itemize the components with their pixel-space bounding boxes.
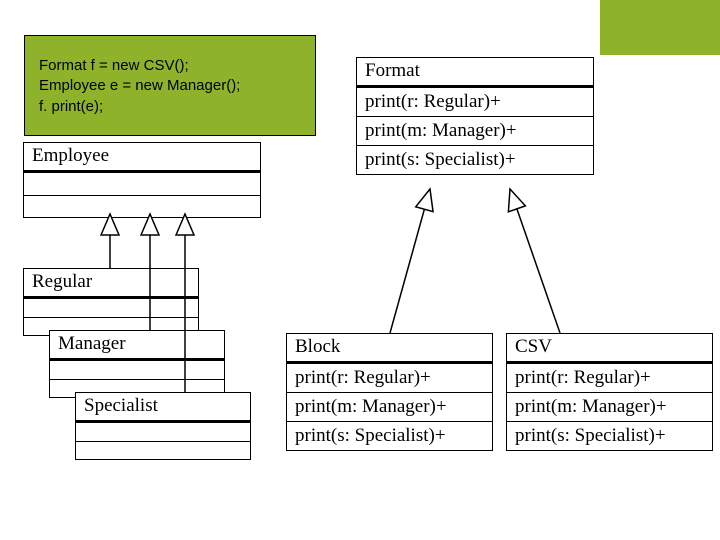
class-operation: print(r: Regular)+ — [507, 364, 712, 392]
class-name: CSV — [507, 334, 712, 364]
class-regular: Regular — [23, 268, 199, 336]
class-name: Specialist — [76, 393, 250, 423]
class-compartment — [24, 195, 260, 217]
class-operation: print(s: Specialist)+ — [357, 145, 593, 174]
class-block: Block print(r: Regular)+ print(m: Manage… — [286, 333, 493, 451]
class-operation: print(r: Regular)+ — [357, 88, 593, 116]
class-name: Employee — [24, 143, 260, 173]
class-compartment — [50, 361, 224, 379]
class-operation: print(s: Specialist)+ — [287, 421, 492, 450]
class-compartment — [24, 299, 198, 317]
class-name: Regular — [24, 269, 198, 299]
class-compartment — [24, 173, 260, 195]
class-compartment — [76, 423, 250, 441]
class-employee: Employee — [23, 142, 261, 218]
class-operation: print(m: Manager)+ — [357, 116, 593, 145]
class-operation: print(r: Regular)+ — [287, 364, 492, 392]
class-csv: CSV print(r: Regular)+ print(m: Manager)… — [506, 333, 713, 451]
class-operation: print(m: Manager)+ — [287, 392, 492, 421]
code-line: Employee e = new Manager(); — [39, 76, 301, 96]
class-name: Manager — [50, 331, 224, 361]
corner-accent — [600, 0, 720, 55]
class-name: Block — [287, 334, 492, 364]
class-operation: print(s: Specialist)+ — [507, 421, 712, 450]
class-format: Format print(r: Regular)+ print(m: Manag… — [356, 57, 594, 175]
class-operation: print(m: Manager)+ — [507, 392, 712, 421]
class-compartment — [76, 441, 250, 459]
class-specialist: Specialist — [75, 392, 251, 460]
class-manager: Manager — [49, 330, 225, 398]
code-snippet-box: Format f = new CSV(); Employee e = new M… — [24, 35, 316, 136]
code-line: f. print(e); — [39, 97, 301, 117]
class-name: Format — [357, 58, 593, 88]
code-line: Format f = new CSV(); — [39, 56, 301, 76]
